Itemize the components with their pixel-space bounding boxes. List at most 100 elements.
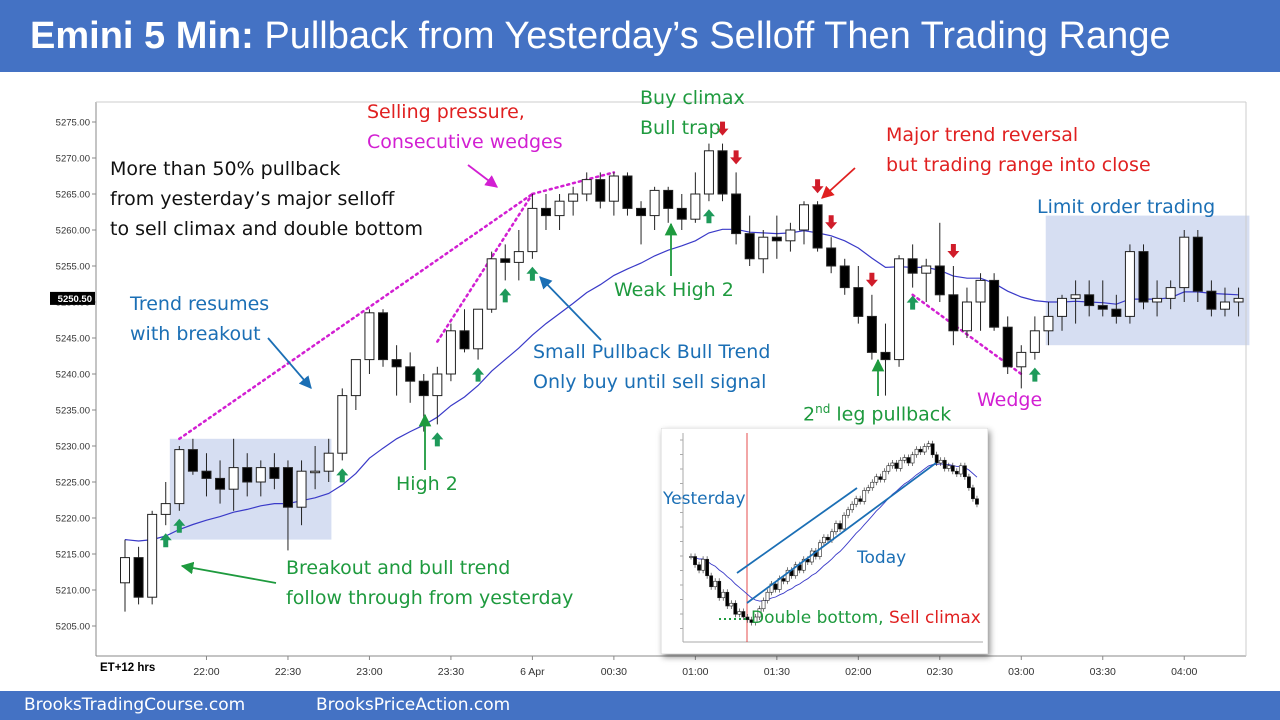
title-bold: Emini 5 Min:	[30, 15, 254, 57]
candle	[731, 172, 742, 245]
bear-candle-body	[459, 330, 470, 350]
bear-candle-body	[880, 351, 891, 361]
inset-bull-candle	[910, 454, 915, 464]
candle	[1138, 244, 1149, 310]
title-rest: Pullback from Yesterday’s Selloff Then T…	[253, 15, 1171, 57]
bear-candle-body	[500, 258, 511, 263]
candle	[282, 460, 293, 551]
bull-candle-body	[120, 557, 130, 584]
bull-candle-body	[581, 179, 592, 195]
annotation-weak-high2: Weak High 2	[614, 279, 734, 301]
inset-bull-candle	[713, 580, 718, 588]
inset-bear-candle	[878, 476, 883, 480]
bear-candle-body	[744, 233, 755, 260]
footer-bar: BrooksTradingCourse.com BrooksPriceActio…	[0, 691, 1280, 720]
inset-bull-candle	[886, 465, 891, 472]
candle	[459, 309, 470, 353]
y-tick-label: 5225.00	[56, 478, 90, 489]
x-tick-label: 01:00	[682, 666, 708, 678]
pointer-arrow	[267, 337, 312, 389]
bear-candle-body	[1206, 290, 1217, 310]
bull-candle-body	[350, 359, 361, 397]
inset-bear-candle	[745, 616, 750, 621]
candle	[975, 273, 986, 331]
footer-left-link[interactable]: BrooksTradingCourse.com	[24, 695, 246, 715]
x-tick-label: 03:00	[1008, 666, 1034, 678]
inset-bear-candle	[950, 465, 955, 472]
inset-bull-candle	[866, 487, 871, 491]
footer-right-link[interactable]: BrooksPriceAction.com	[316, 695, 511, 715]
bull-candle-body	[174, 449, 185, 505]
annotation-wedge: Wedge	[977, 389, 1043, 411]
bear-candle-body	[989, 279, 1000, 328]
bull-candle-body	[568, 193, 579, 202]
buy-signal-arrow-icon	[472, 367, 485, 382]
bull-candle-body	[1043, 315, 1054, 332]
candle	[771, 215, 782, 259]
buy-signal-arrow-icon	[906, 295, 919, 310]
inset-bull-candle	[761, 600, 766, 610]
candle	[147, 510, 158, 605]
bear-candle-body	[378, 312, 389, 361]
candle	[1124, 244, 1135, 324]
bull-candle-body	[799, 204, 809, 231]
y-tick-label: 5210.00	[56, 586, 90, 597]
inset-bear-candle	[697, 564, 701, 571]
bear-candle-body	[269, 467, 280, 479]
candle	[1029, 316, 1040, 360]
bear-candle-body	[812, 204, 823, 249]
bull-candle-body	[160, 503, 171, 515]
inset-bull-candle	[874, 476, 879, 483]
candle	[1206, 280, 1217, 317]
bear-candle-body	[948, 294, 959, 332]
candle	[608, 172, 619, 216]
candle	[445, 323, 456, 382]
bear-candle-body	[1002, 326, 1013, 368]
bull-candle-body	[1165, 287, 1176, 299]
candle	[337, 388, 348, 461]
bull-candle-body	[473, 308, 484, 350]
candle	[581, 172, 592, 202]
inset-sell-climax-label: Sell climax	[888, 608, 981, 628]
candle	[540, 194, 551, 230]
candle	[513, 230, 524, 281]
bull-candle-body	[445, 330, 456, 375]
candle	[1233, 287, 1244, 317]
inset-bull-candle	[765, 591, 770, 601]
inset-bull-candle	[753, 616, 758, 623]
candle	[1002, 316, 1013, 374]
inset-bear-candle	[705, 558, 710, 577]
candle	[894, 255, 905, 367]
candle	[1043, 302, 1054, 346]
inset-chart-svg	[661, 428, 988, 654]
candle	[378, 309, 389, 367]
candle	[758, 230, 769, 274]
inset-bull-candle	[822, 536, 826, 544]
inset-bull-candle	[801, 558, 806, 571]
inset-bear-candle	[773, 583, 778, 590]
pointer-arrow	[821, 167, 856, 199]
candle	[323, 438, 334, 482]
ema-layer	[124, 228, 1239, 542]
sell-signal-arrow-icon	[865, 272, 878, 287]
y-tick-label: 5275.00	[56, 118, 90, 129]
pointer-arrow	[467, 164, 499, 188]
candle	[133, 546, 144, 605]
candle	[174, 446, 185, 511]
inset-channel-upper	[736, 487, 858, 574]
inset-bull-candle	[793, 564, 798, 577]
inset-bull-candle	[757, 608, 762, 618]
x-tick-label: 04:00	[1171, 666, 1197, 678]
bear-candle-body	[866, 315, 877, 353]
bear-candle-body	[676, 207, 687, 220]
bear-candle-body	[1138, 251, 1149, 303]
candle	[785, 222, 796, 252]
annotation-selling-pressure: Selling pressure, Consecutive wedges	[367, 101, 563, 153]
signal-arrows	[159, 121, 1041, 548]
bull-candle-body	[513, 251, 524, 263]
inset-bear-candle	[942, 459, 947, 469]
bull-candle-body	[1124, 251, 1135, 317]
candle	[1152, 280, 1163, 317]
candle	[1219, 287, 1230, 317]
candle	[350, 359, 361, 410]
